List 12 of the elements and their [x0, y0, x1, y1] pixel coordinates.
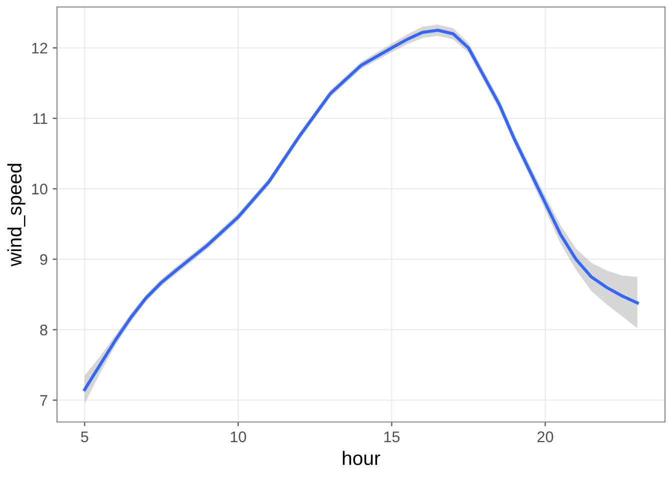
- y-tick-label: 9: [40, 254, 48, 265]
- x-tick-label: 5: [81, 432, 88, 442]
- x-axis-title: hour: [342, 450, 380, 466]
- y-tick-label: 12: [32, 42, 48, 54]
- y-tick-label: 11: [33, 113, 48, 124]
- y-axis-title: wind_speed: [7, 164, 26, 266]
- x-tick-label: 15: [384, 432, 400, 442]
- x-tick-label: 10: [230, 431, 246, 442]
- x-tick-label: 20: [538, 431, 554, 442]
- y-tick-label: 7: [40, 395, 48, 406]
- y-tick-label: 8: [40, 324, 48, 336]
- y-tick-label: 10: [32, 184, 48, 194]
